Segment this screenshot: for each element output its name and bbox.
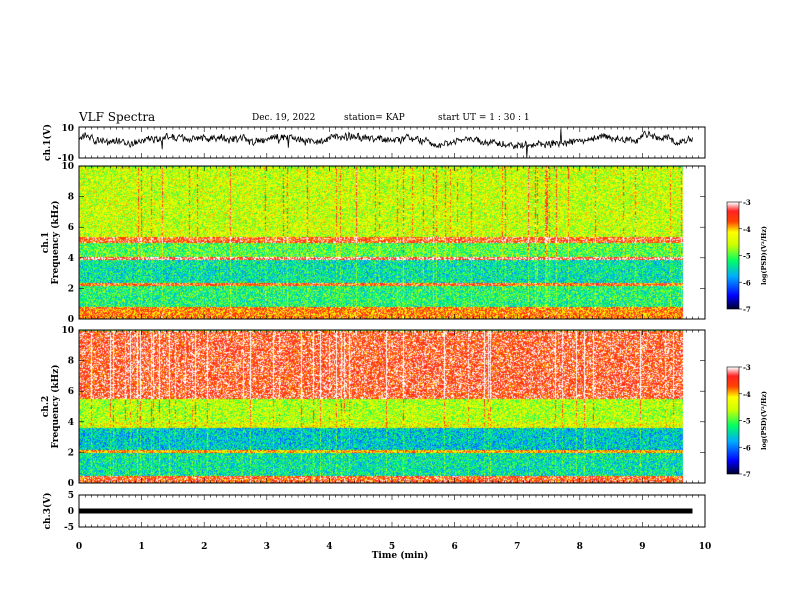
colorbar-tick-label: -6: [743, 443, 751, 452]
x-tick-label: 3: [264, 542, 270, 552]
x-tick-label: 0: [76, 542, 82, 552]
colorbar-frame: [726, 366, 740, 475]
spec-ytick-label: 2: [68, 448, 74, 458]
x-tick-label: 10: [699, 542, 712, 552]
colorbar-label: log(PSD)(V²/Hz): [760, 391, 768, 450]
x-tick-label: 7: [514, 542, 520, 552]
spec-ylabel: Frequency (kHz): [50, 364, 61, 448]
x-tick-label: 9: [639, 542, 645, 552]
x-tick-label: 8: [577, 542, 583, 552]
colorbar-tick-label: -3: [743, 363, 751, 372]
colorbar-tick-label: -6: [743, 278, 751, 287]
colorbar-label: log(PSD)(V²/Hz): [760, 226, 768, 285]
x-tick-label: 1: [138, 542, 144, 552]
ch1-ytick-label: -10: [58, 154, 74, 164]
ch1-spectrogram-image: [79, 166, 694, 319]
spec-ytick-label: 4: [68, 418, 74, 428]
start-time-label: start UT = 1 : 30 : 1: [438, 113, 530, 123]
colorbar-tick-label: -4: [743, 390, 751, 399]
spec-ylabel-prefix: ch.1: [41, 232, 51, 253]
colorbar-frame: [726, 201, 740, 310]
ch1-colorbar-image: [727, 202, 739, 309]
station-label: station= KAP: [344, 113, 405, 123]
spec-ylabel: Frequency (kHz): [50, 200, 61, 284]
spec-ytick-label: 2: [68, 284, 74, 294]
spec-ylabel-prefix: ch.2: [41, 396, 51, 417]
spec-ytick-label: 10: [61, 162, 74, 172]
ch3-ylabel: ch.3(V): [42, 493, 53, 530]
ch3-ytick-label: 0: [68, 507, 74, 517]
ch3-waveform-line: [79, 508, 693, 514]
spec-ytick-label: 4: [68, 254, 74, 264]
spec-ytick-label: 6: [68, 223, 74, 233]
ch2-colorbar-image: [727, 367, 739, 474]
date-label: Dec. 19, 2022: [252, 113, 316, 123]
colorbar-tick-label: -5: [743, 252, 751, 261]
spec-ytick-label: 8: [68, 357, 74, 367]
spec-ytick-label: 8: [68, 193, 74, 203]
x-axis-label: Time (min): [372, 550, 429, 561]
spec-ytick-label: 6: [68, 387, 74, 397]
ch1-waveform-line: [78, 128, 693, 159]
spec-ytick-label: 0: [68, 479, 74, 489]
ch1-ylabel: ch.1(V): [42, 124, 53, 161]
panel-frame-s2: [78, 329, 706, 484]
colorbar-tick-label: -5: [743, 417, 751, 426]
x-tick-label: 2: [201, 542, 207, 552]
spec-ytick-label: 0: [68, 315, 74, 325]
colorbar-tick-label: -7: [743, 470, 751, 479]
figure-title: VLF Spectra: [79, 110, 156, 124]
x-tick-label: 4: [326, 542, 332, 552]
ch3-ytick-label: 5: [68, 491, 74, 501]
panel-frame-s1: [78, 165, 706, 320]
colorbar-tick-label: -4: [743, 225, 751, 234]
ch3-ytick-label: -5: [64, 523, 74, 533]
colorbar-tick-label: -7: [743, 305, 751, 314]
colorbar-tick-label: -3: [743, 198, 751, 207]
ch2-spectrogram-image: [79, 330, 694, 483]
x-tick-label: 5: [389, 542, 395, 552]
x-tick-label: 6: [451, 542, 457, 552]
ch1-ytick-label: 10: [61, 124, 74, 134]
spec-ytick-label: 10: [61, 326, 74, 336]
